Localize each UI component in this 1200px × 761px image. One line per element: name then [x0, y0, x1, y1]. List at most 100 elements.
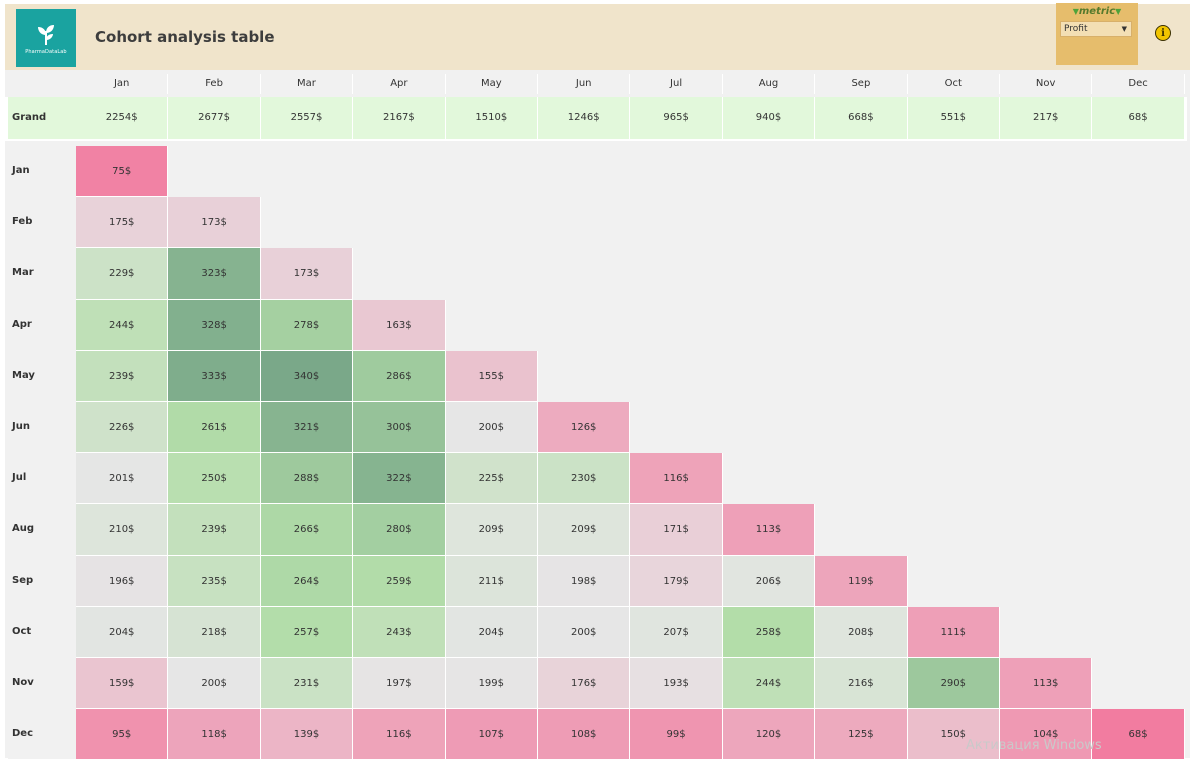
metric-label: ▼metric▼	[1072, 6, 1122, 17]
grand-total-cell: 68$	[1092, 97, 1185, 139]
table-cell: 176$	[538, 658, 631, 710]
table-cell: 200$	[445, 402, 538, 454]
row-label-nov: Nov	[8, 658, 76, 708]
table-cell: 229$	[76, 248, 169, 300]
row-label-jul: Jul	[8, 453, 76, 504]
column-header-oct: Oct	[907, 74, 1000, 94]
table-cell: 244$	[76, 299, 169, 351]
table-cell: 211$	[445, 555, 538, 607]
table-cell: 155$	[445, 350, 538, 402]
table-cell: 125$	[815, 709, 908, 761]
table-cell: 259$	[353, 555, 446, 607]
table-cell: 258$	[722, 606, 816, 658]
table-cell: 200$	[538, 606, 631, 658]
table-cell: 230$	[538, 453, 631, 505]
column-header-jul: Jul	[630, 74, 723, 94]
table-cell: 209$	[538, 504, 631, 556]
table-cell: 209$	[445, 504, 538, 556]
column-header-sep: Sep	[815, 74, 908, 94]
table-cell: 206$	[722, 555, 816, 607]
table-cell: 196$	[76, 555, 169, 607]
table-cell: 266$	[260, 504, 354, 556]
grand-total-cell: 1246$	[538, 97, 631, 139]
table-cell: 179$	[630, 555, 723, 607]
table-cell: 111$	[907, 606, 1000, 658]
table-cell: 278$	[260, 299, 354, 351]
table-cell: 193$	[630, 658, 723, 710]
grand-total-cell: 2557$	[260, 97, 354, 139]
grand-total-cell: 2167$	[353, 97, 446, 139]
pharmadatalab-logo: PharmaDataLab	[16, 9, 76, 67]
grand-total-cell: 2254$	[76, 97, 169, 139]
plant-icon	[38, 24, 54, 45]
table-cell: 171$	[630, 504, 723, 556]
table-cell: 340$	[260, 350, 354, 402]
table-cell: 225$	[445, 453, 538, 505]
table-cell: 108$	[538, 709, 631, 761]
table-cell: 116$	[630, 453, 723, 505]
table-cell: 235$	[168, 555, 261, 607]
table-cell: 243$	[353, 606, 446, 658]
table-cell: 159$	[76, 658, 169, 710]
table-cell: 104$	[1000, 709, 1093, 761]
table-cell: 150$	[907, 709, 1000, 761]
table-cell: 204$	[445, 606, 538, 658]
table-cell: 300$	[353, 402, 446, 454]
column-header-apr: Apr	[353, 74, 446, 94]
table-cell: 173$	[260, 248, 354, 300]
row-label-apr: Apr	[8, 299, 76, 350]
table-cell: 175$	[76, 197, 169, 249]
table-cell: 199$	[445, 658, 538, 710]
grand-total-cell: 2677$	[168, 97, 261, 139]
grand-total-cell: 668$	[815, 97, 908, 139]
column-header-dec: Dec	[1092, 74, 1185, 94]
table-cell: 264$	[260, 555, 354, 607]
column-header-jan: Jan	[76, 74, 169, 94]
table-cell: 286$	[353, 350, 446, 402]
table-cell: 290$	[907, 658, 1000, 710]
column-header-nov: Nov	[1000, 74, 1093, 94]
table-cell: 207$	[630, 606, 723, 658]
row-label-jun: Jun	[8, 402, 76, 452]
filter-icon: ▼	[1072, 7, 1079, 16]
table-cell: 204$	[76, 606, 169, 658]
table-cell: 322$	[353, 453, 446, 505]
row-label-may: May	[8, 350, 76, 401]
page-title: Cohort analysis table	[95, 28, 275, 46]
chevron-down-icon: ▼	[1121, 25, 1127, 33]
grand-total-cell: 217$	[1000, 97, 1093, 139]
table-cell: 280$	[353, 504, 446, 556]
row-label-mar: Mar	[8, 248, 76, 299]
table-cell: 99$	[630, 709, 723, 761]
table-cell: 218$	[168, 606, 261, 658]
table-cell: 118$	[168, 709, 261, 761]
metric-dropdown-value: Profit	[1064, 24, 1088, 34]
row-label-aug: Aug	[8, 504, 76, 555]
info-icon[interactable]: i	[1155, 25, 1171, 41]
table-cell: 323$	[168, 248, 261, 300]
row-label-sep: Sep	[8, 555, 76, 606]
table-cell: 68$	[1092, 709, 1185, 761]
table-cell: 75$	[76, 146, 169, 198]
table-cell: 208$	[815, 606, 908, 658]
table-cell: 328$	[168, 299, 261, 351]
table-cell: 244$	[722, 658, 816, 710]
grand-total-cell: 965$	[630, 97, 723, 139]
column-header-mar: Mar	[260, 74, 354, 94]
table-cell: 210$	[76, 504, 169, 556]
column-header-aug: Aug	[722, 74, 816, 94]
filter-icon: ▼	[1115, 7, 1122, 16]
metric-dropdown[interactable]: Profit ▼	[1060, 21, 1132, 37]
table-cell: 120$	[722, 709, 816, 761]
table-cell: 119$	[815, 555, 908, 607]
grand-total-cell: 1510$	[445, 97, 538, 139]
table-cell: 226$	[76, 402, 169, 454]
table-cell: 200$	[168, 658, 261, 710]
column-header-may: May	[445, 74, 538, 94]
grand-total-label: Grand Total	[8, 97, 76, 165]
table-cell: 197$	[353, 658, 446, 710]
table-cell: 113$	[1000, 658, 1093, 710]
row-label-jan: Jan	[8, 146, 76, 196]
table-cell: 201$	[76, 453, 169, 505]
table-cell: 239$	[76, 350, 169, 402]
